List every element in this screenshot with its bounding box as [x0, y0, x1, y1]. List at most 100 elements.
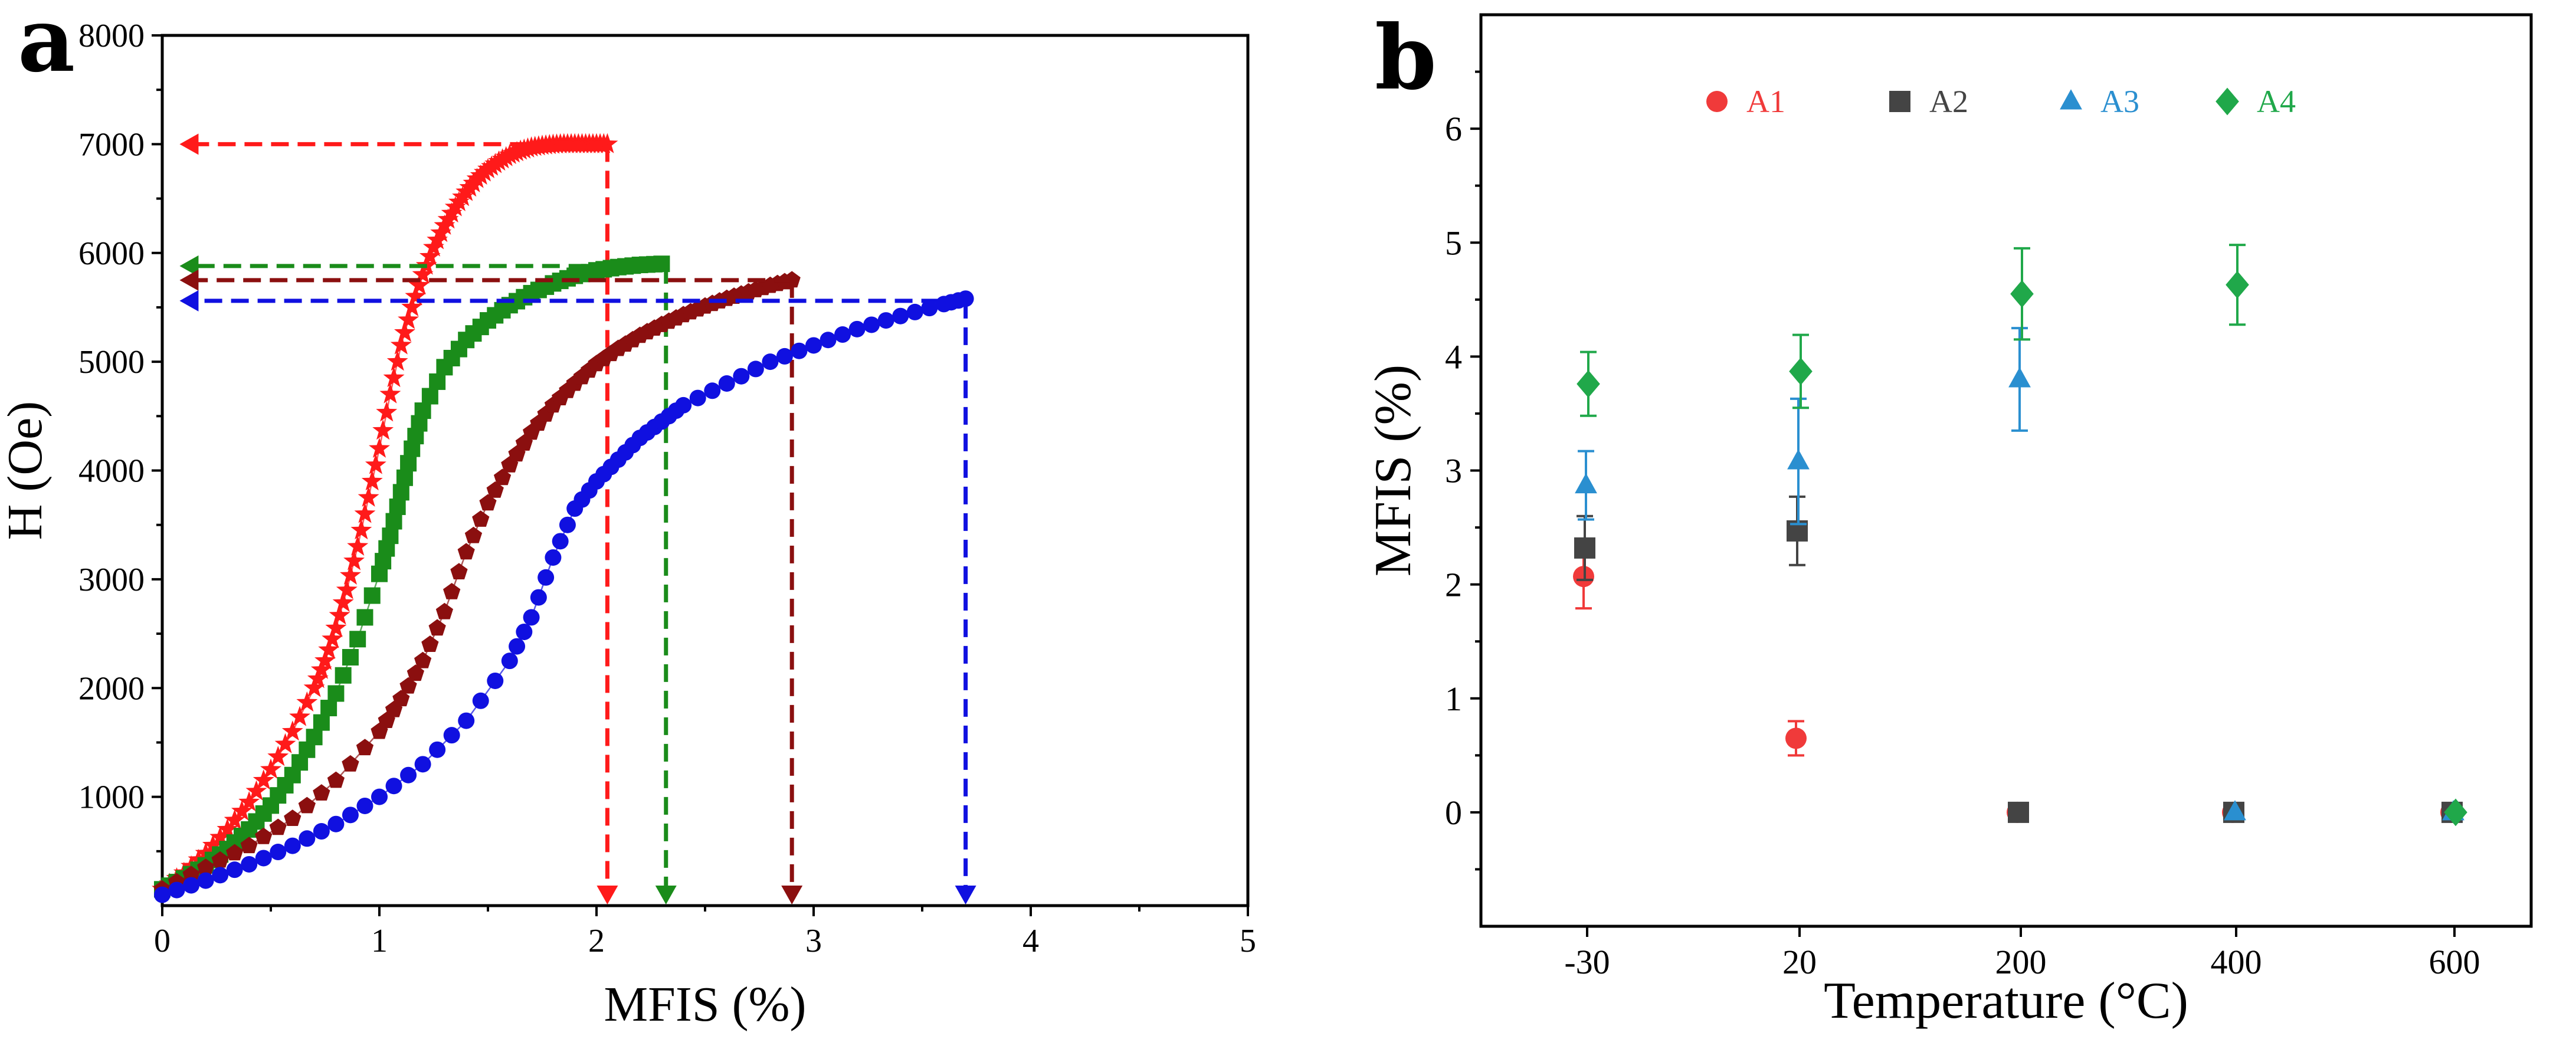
legend-label: A3 — [2100, 84, 2139, 119]
arrow-head-left — [179, 255, 199, 277]
series-darkred-pentagons — [153, 269, 803, 904]
data-point — [747, 360, 764, 378]
data-point — [313, 823, 330, 840]
data-point — [538, 569, 555, 586]
legend-marker — [2216, 87, 2239, 116]
data-point — [776, 348, 793, 365]
data-point — [310, 658, 332, 679]
series-line — [162, 263, 662, 890]
data-point — [307, 668, 329, 689]
data-point — [392, 690, 410, 707]
y-tick-label-b: 4 — [1445, 337, 1462, 376]
data-point — [385, 778, 402, 795]
data-point — [392, 484, 409, 501]
x-tick-label-b: 600 — [2429, 943, 2480, 981]
data-point — [906, 303, 923, 320]
series-blue-circles — [154, 290, 976, 904]
data-point — [1575, 473, 1597, 494]
x-tick-label-b: 200 — [1995, 943, 2047, 981]
x-tick-label-a: 3 — [805, 923, 822, 959]
x-tick-label-b: 20 — [1782, 943, 1817, 981]
data-point — [834, 326, 851, 343]
data-point — [2008, 801, 2029, 823]
data-point — [363, 587, 381, 604]
y-tick-label-b: 0 — [1445, 794, 1462, 832]
data-point — [284, 809, 301, 826]
legend-label: A4 — [2257, 84, 2296, 119]
data-point — [347, 535, 369, 556]
data-point — [458, 712, 475, 729]
data-point — [394, 322, 415, 342]
data-point — [340, 564, 361, 585]
x-tick-label-a: 1 — [371, 923, 388, 959]
series-green-squares — [154, 255, 677, 904]
data-point — [356, 739, 374, 756]
data-point — [226, 844, 244, 861]
data-point — [892, 307, 909, 324]
arrow-head-down — [955, 886, 976, 904]
plot-frame-b — [1479, 13, 2533, 928]
data-point — [343, 550, 365, 571]
data-point — [401, 296, 423, 317]
data-point — [479, 494, 497, 511]
y-tick-label-b: 2 — [1445, 566, 1462, 604]
data-point — [325, 617, 347, 638]
legend-marker — [1706, 91, 1728, 112]
data-point — [356, 797, 373, 814]
x-tick-label-b: 400 — [2211, 943, 2262, 981]
data-point — [379, 383, 401, 404]
legend-item-A4: A4 — [2216, 84, 2296, 119]
data-point — [1577, 370, 1600, 398]
y-tick-label-a: 5000 — [78, 344, 145, 381]
data-point — [281, 720, 303, 741]
x-tick-label-a: 5 — [1240, 923, 1256, 959]
data-point — [486, 481, 504, 498]
y-tick-label-a: 8000 — [78, 18, 145, 54]
data-point — [168, 881, 185, 899]
x-tick-label-a: 4 — [1022, 923, 1039, 959]
data-point — [2224, 800, 2246, 821]
data-point — [349, 631, 366, 648]
data-point — [226, 861, 243, 878]
legend-marker — [1889, 91, 1910, 112]
x-tick-label-a: 2 — [588, 923, 605, 959]
data-point — [385, 513, 402, 530]
y-tick-label-a: 4000 — [78, 453, 145, 490]
data-point — [224, 809, 245, 830]
data-point — [313, 714, 330, 731]
data-point — [197, 872, 214, 889]
arrow-head-down — [655, 886, 677, 904]
data-point — [274, 733, 296, 753]
data-point — [408, 274, 430, 295]
data-point — [407, 664, 424, 681]
data-point — [303, 677, 325, 697]
data-point — [419, 245, 441, 266]
legend-item-A2: A2 — [1889, 84, 1968, 119]
data-point — [329, 604, 350, 625]
data-point — [241, 855, 258, 873]
series-red-stars — [152, 133, 618, 904]
data-point — [231, 800, 253, 821]
series-A2 — [1574, 495, 2463, 823]
data-point — [342, 807, 359, 824]
y-tick-label-a: 6000 — [78, 235, 145, 272]
plot-frame-a — [160, 34, 1250, 907]
data-point — [202, 834, 224, 855]
data-point — [396, 469, 413, 486]
y-tick-label-a: 1000 — [78, 779, 145, 816]
data-point — [209, 826, 231, 847]
data-point — [472, 692, 489, 709]
data-point — [183, 877, 200, 894]
data-point — [545, 549, 562, 566]
series-A4 — [1577, 244, 2467, 827]
data-point — [877, 312, 894, 329]
series-line — [162, 143, 608, 890]
data-point — [435, 602, 453, 619]
y-axis-title-a: H (Oe) — [0, 401, 53, 540]
data-point — [350, 519, 372, 540]
data-point — [212, 867, 229, 884]
data-point — [306, 729, 323, 746]
data-point — [389, 498, 406, 515]
data-point — [675, 396, 692, 414]
